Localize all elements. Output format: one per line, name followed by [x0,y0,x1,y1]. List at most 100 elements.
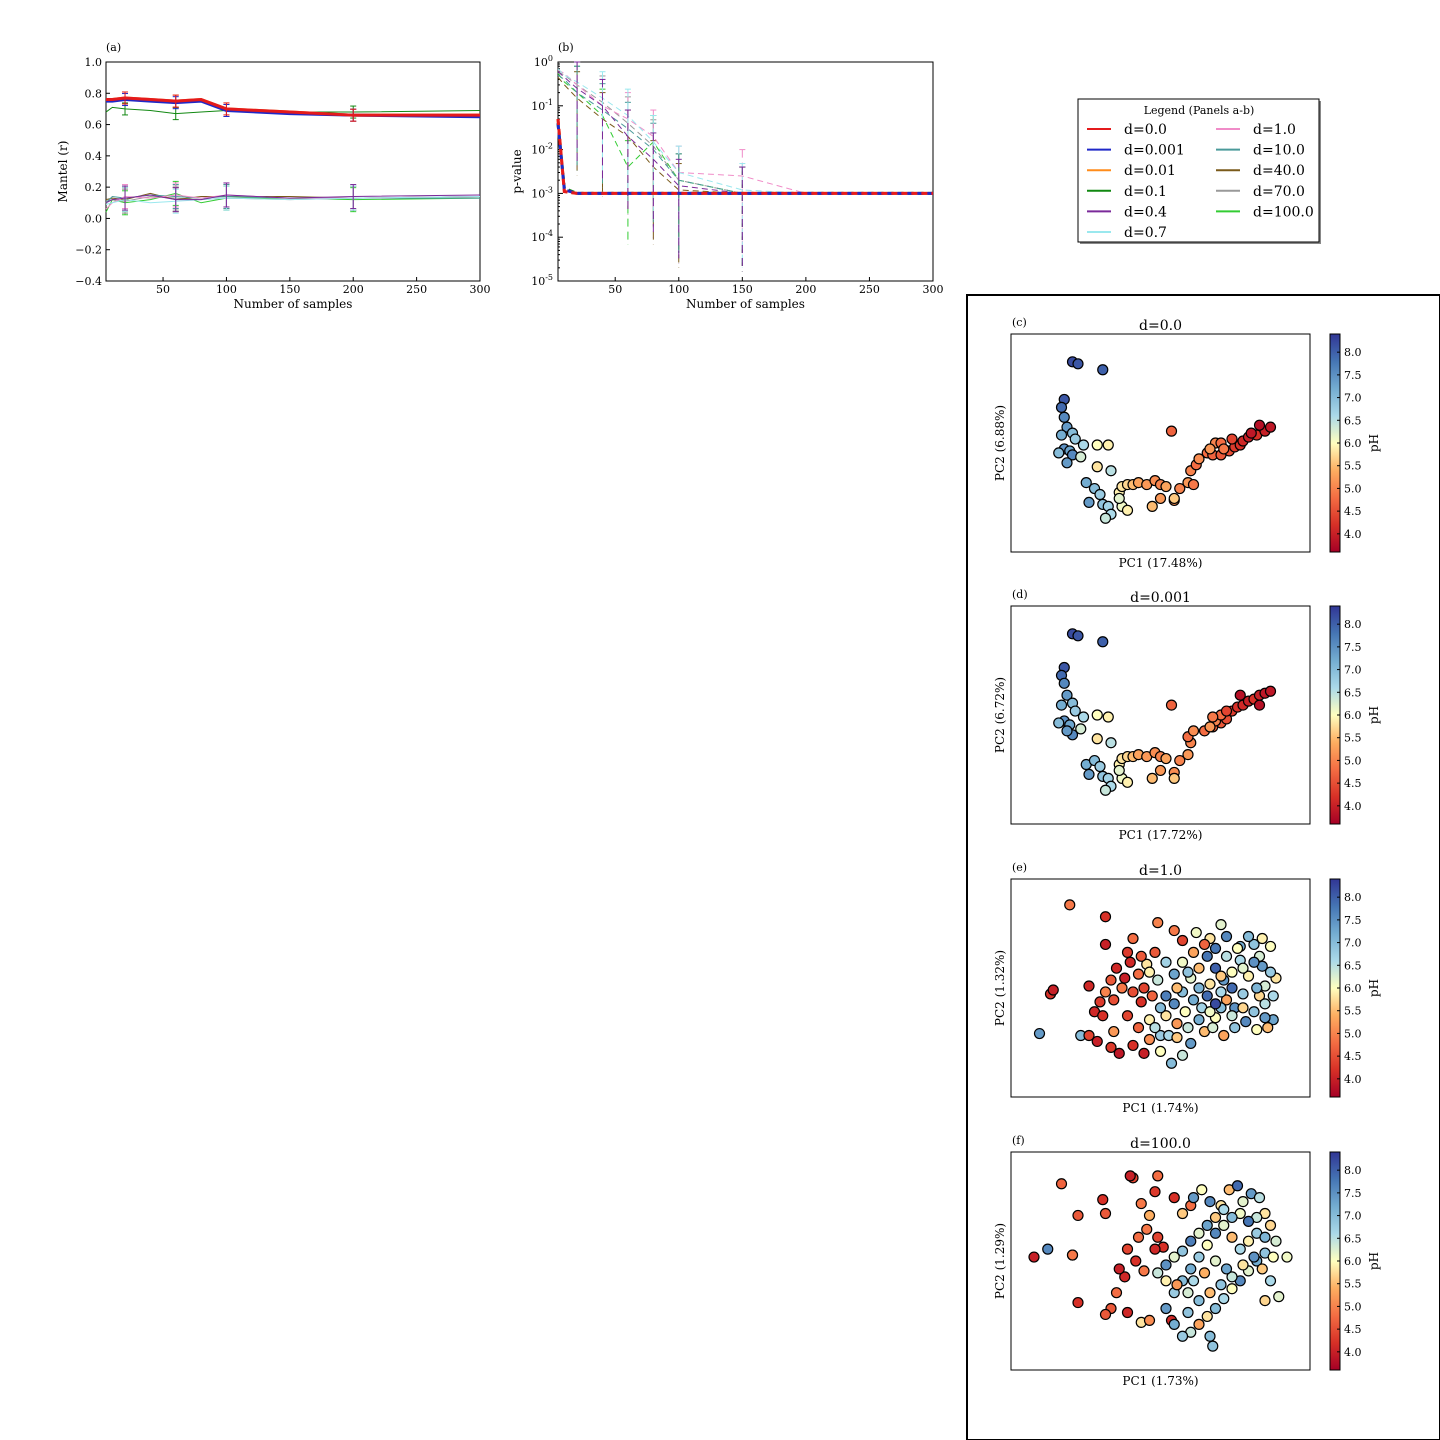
scatter-point [1220,1263,1233,1275]
x-tick-label: 50 [156,283,170,296]
scatter-point [1251,1023,1263,1036]
scatter-point [1066,1249,1079,1261]
colorbar-tick-label: 5.5 [1344,732,1362,745]
scatter-panels-frame [966,294,1440,1440]
scatter-point [1154,492,1167,505]
scatter-point [1201,990,1213,1002]
scatter-point [1209,998,1222,1010]
scatter-point [1116,982,1128,994]
scatter-point [1204,721,1216,733]
scatter-point [1105,737,1117,749]
scatter-point [1264,421,1277,433]
scatter-point [1226,1231,1238,1243]
scatter-point [1152,974,1164,986]
scatter-point [1127,932,1139,945]
scatter-point [1028,1251,1040,1263]
scatter-point [1165,699,1178,711]
y-axis-label: PC2 (1.32%) [993,950,1007,1026]
colorbar-tick-label: 7.5 [1344,1187,1362,1200]
scatter-point [1171,1018,1183,1030]
line-series-d=0.0 [106,96,480,117]
scatter-point [1154,1002,1167,1014]
scatter-point [1215,1279,1227,1291]
scatter-point [1130,1255,1142,1267]
scatter-point [1053,447,1065,459]
scatter-point [1218,1029,1230,1042]
legend-label: d=10.0 [1253,143,1305,159]
scatter-point [1218,1219,1230,1231]
line-series-d=0.0 [556,118,933,195]
scatter-point [1149,1243,1161,1255]
legend-label: d=100.0 [1253,204,1314,220]
colorbar-tick-label: 8.0 [1344,346,1362,359]
scatter-point [1193,1294,1205,1307]
x-axis-label: Number of samples [234,297,353,311]
scatter-point [1113,764,1125,777]
scatter-point [1187,725,1200,737]
y-tick-label: 0.2 [85,181,103,194]
scatter-panel-f [1010,1151,1311,1371]
scatter-point [1220,994,1233,1006]
colorbar-tick-label: 6.5 [1344,1232,1362,1245]
scatter-point [1102,711,1114,723]
y-tick-label: 10-5 [531,273,553,288]
scatter-point [1234,689,1246,701]
scatter-point [1262,1021,1274,1034]
y-tick-exponent: -5 [545,273,553,282]
scatter-point [1204,1287,1216,1299]
scatter-point [1149,1186,1161,1198]
scatter-point [1146,772,1158,784]
scatter-point [1121,1306,1134,1319]
scatter-point [1168,772,1180,784]
scatter-point [1143,1209,1156,1222]
x-tick-label: 250 [859,283,880,296]
scatter-point [1226,1010,1238,1022]
colorbar-tick-label: 4.0 [1344,1073,1362,1086]
scatter-point [1097,1010,1109,1022]
colorbar-tick-label: 5.0 [1344,1300,1362,1313]
scatter-point [1193,1251,1205,1263]
scatter-point [1105,1041,1117,1054]
scatter-point [1229,1021,1241,1034]
scatter-point [1102,439,1114,451]
scatter-point [1143,966,1156,978]
scatter-point [1143,1314,1156,1327]
scatter-point [1248,1006,1260,1018]
x-tick-label: 200 [795,283,816,296]
scatter-point [1124,1170,1136,1182]
scatter-point [1091,709,1103,721]
legend-label: d=0.1 [1124,184,1167,200]
panel-title: d=100.0 [1130,1136,1191,1152]
colorbar-tick-label: 4.0 [1344,800,1362,813]
colorbar-tick-label: 7.0 [1344,392,1362,405]
colorbar-label: pH [1367,979,1381,997]
scatter-point [1215,970,1227,982]
scatter-point [1209,1227,1222,1239]
scatter-point [1072,1209,1084,1222]
scatter-point [1119,972,1131,984]
y-tick-exponent: -2 [545,142,553,151]
y-axis-label: PC2 (6.88%) [993,405,1007,481]
scatter-point [1209,962,1222,974]
scatter-point [1042,1243,1054,1255]
scatter-point [1220,950,1233,962]
scatter-point [1253,699,1266,711]
scatter-point [1160,1275,1172,1287]
scatter-point [1171,1031,1183,1044]
scatter-point [1264,940,1277,953]
scatter-point [1099,938,1112,951]
scatter-point [1127,1039,1139,1052]
scatter-point [1091,733,1103,745]
scatter-point [1055,699,1068,711]
y-tick-label: 0.4 [85,150,103,163]
scatter-point [1083,1029,1095,1042]
scatter-point [1231,942,1244,955]
scatter-point [1149,1021,1161,1034]
scatter-point [1226,1283,1238,1295]
scatter-point [1113,492,1125,505]
scatter-point [1064,899,1076,911]
scatter-point [1201,950,1213,962]
scatter-point [1253,419,1266,431]
plot-area-b [557,61,934,282]
scatter-point [1168,924,1180,937]
